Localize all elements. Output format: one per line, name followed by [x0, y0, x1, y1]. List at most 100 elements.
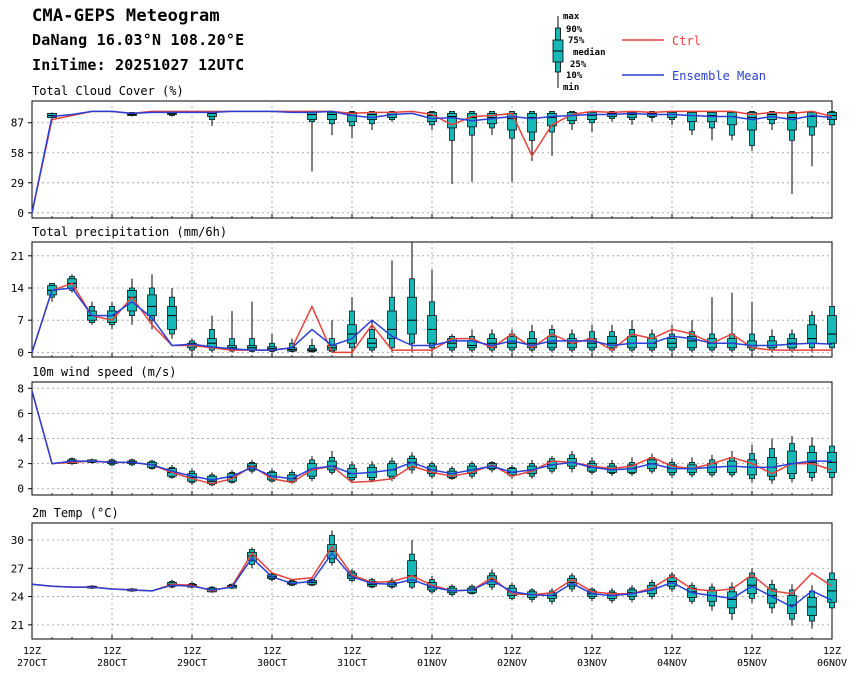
legend-median-label: median [573, 48, 606, 58]
legend-p90-label: 90% [566, 25, 583, 35]
legend-max-label: max [563, 12, 580, 22]
ensemble-box [327, 320, 337, 353]
ensemble-box [207, 112, 217, 126]
box-iqr [687, 112, 697, 123]
ensemble-mean-series-line [31, 390, 832, 481]
ensemble-box [727, 582, 737, 621]
ensemble-box [487, 329, 497, 353]
panel-title: 2m Temp (°C) [32, 506, 119, 520]
box-iqr [167, 306, 177, 330]
x-tick-label-date: 30OCT [257, 658, 287, 669]
y-tick-label: 87 [11, 117, 24, 130]
x-tick-label-time: 12Z [743, 646, 761, 657]
x-tick-label-time: 12Z [583, 646, 601, 657]
ensemble-box [807, 111, 817, 167]
box-iqr [787, 450, 797, 475]
init-time-label: IniTime: 20251027 12UTC [32, 56, 245, 74]
ensemble-mean-series-line [31, 110, 833, 213]
ensemble-box [727, 451, 737, 478]
box-iqr [627, 335, 637, 349]
ensemble-box [367, 111, 377, 130]
box-iqr [807, 324, 817, 344]
box-iqr [447, 113, 457, 129]
ensemble-box [327, 530, 337, 566]
box-iqr [687, 335, 697, 349]
panel-title: 10m wind speed (m/s) [32, 365, 177, 379]
y-tick-label: 8 [17, 382, 24, 395]
legend-p10-label: 10% [566, 71, 583, 81]
legend-ctrl-label: Ctrl [672, 34, 701, 48]
ensemble-box [547, 111, 557, 156]
ensemble-box [227, 311, 237, 353]
chart-title: CMA-GEPS Meteogram [32, 6, 220, 26]
legend-p25-label: 25% [570, 60, 587, 70]
y-tick-label: 0 [17, 483, 24, 496]
x-tick-label-date: 28OCT [97, 658, 127, 669]
box-iqr [787, 112, 797, 131]
box-iqr [347, 112, 357, 123]
panel-4 [28, 522, 837, 640]
x-tick-label-time: 12Z [823, 646, 841, 657]
box-iqr [147, 294, 157, 316]
ensemble-box [707, 454, 717, 478]
legend-min-label: min [563, 83, 580, 93]
location-label: DaNang 16.03°N 108.20°E [32, 31, 245, 49]
box-iqr [747, 112, 757, 131]
ensemble-box [607, 324, 617, 353]
y-tick-label: 29 [11, 177, 24, 190]
x-tick-label-date: 03NOV [577, 658, 607, 669]
box-iqr [307, 112, 317, 120]
panel-2 [28, 241, 837, 358]
panel-title: Total precipitation (mm/6h) [32, 225, 227, 239]
y-tick-label: 2 [17, 458, 24, 471]
ensemble-box [147, 274, 157, 330]
ensemble-box [447, 334, 457, 353]
box-iqr [807, 112, 817, 128]
box-iqr [367, 112, 377, 120]
ensemble-box [467, 111, 477, 182]
x-tick-label-date: 31OCT [337, 658, 367, 669]
ensemble-box [307, 111, 317, 172]
box-iqr [327, 112, 337, 120]
ensemble-box [307, 338, 317, 353]
ensemble-box [767, 438, 777, 484]
y-tick-label: 6 [17, 407, 24, 420]
box-iqr [407, 296, 417, 335]
x-tick-label-date: 02NOV [497, 658, 527, 669]
ensemble-box [267, 334, 277, 353]
ensemble-box [727, 111, 737, 141]
x-tick-label-time: 12Z [663, 646, 681, 657]
ensemble-box [647, 329, 657, 353]
ensemble-box [787, 329, 797, 353]
ensemble-box [167, 288, 177, 339]
box-iqr [747, 340, 757, 349]
y-tick-label: 7 [17, 314, 24, 327]
x-tick-label-date: 05NOV [737, 658, 767, 669]
x-tick-label-time: 12Z [103, 646, 121, 657]
ensemble-box [707, 583, 717, 611]
x-tick-label-date: 04NOV [657, 658, 687, 669]
ensemble-box [787, 111, 797, 195]
ctrl-series-line [31, 390, 833, 485]
ensemble-box [407, 539, 417, 590]
x-tick-label-time: 12Z [183, 646, 201, 657]
x-tick-label-date: 27OCT [17, 658, 47, 669]
box-iqr [607, 335, 617, 349]
x-tick-label-time: 12Z [343, 646, 361, 657]
x-tick-label-time: 12Z [503, 646, 521, 657]
ensemble-box [327, 111, 337, 136]
x-tick-label-time: 12Z [263, 646, 281, 657]
ensemble-box [767, 111, 777, 130]
ensemble-box [687, 320, 697, 353]
box-p10-p90 [249, 338, 255, 352]
box-iqr [107, 310, 117, 323]
ensemble-box [747, 111, 757, 151]
y-tick-label: 4 [17, 433, 24, 446]
y-tick-label: 21 [11, 250, 24, 263]
x-tick-label-time: 12Z [423, 646, 441, 657]
x-tick-label-time: 12Z [23, 646, 41, 657]
ensemble-box [387, 260, 397, 353]
ensemble-box [827, 568, 837, 617]
ensemble-box [547, 324, 557, 353]
